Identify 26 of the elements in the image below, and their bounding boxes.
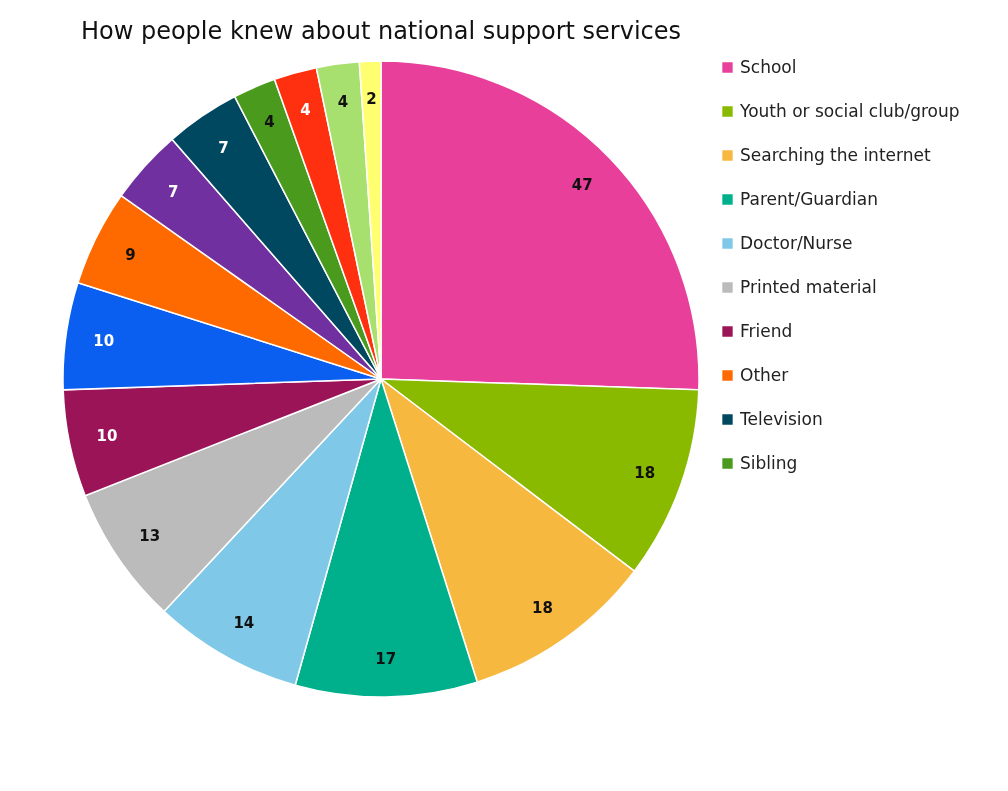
data-label: 18 <box>531 598 553 617</box>
legend-label: School <box>740 56 797 77</box>
data-label: 14 <box>233 613 255 632</box>
legend-label: Sibling <box>740 452 798 473</box>
legend-label: Other <box>740 364 789 385</box>
legend-label: Friend <box>740 320 793 341</box>
data-label: 10 <box>93 331 115 350</box>
data-label: 18 <box>634 463 656 482</box>
legend-label: Searching the internet <box>740 144 931 165</box>
legend-label: Parent/Guardian <box>740 188 878 209</box>
data-label: 2 <box>366 90 377 109</box>
data-label: 4 <box>300 100 311 119</box>
legend-label: Youth or social club/group <box>739 100 960 121</box>
data-label: 9 <box>125 245 136 264</box>
chart-title: How people knew about national support services <box>80 17 682 45</box>
legend-label: Television <box>739 408 823 429</box>
data-label: 10 <box>96 426 118 445</box>
legend-label: Printed material <box>740 276 877 297</box>
data-label: 17 <box>375 649 397 668</box>
data-label: 13 <box>139 527 161 546</box>
data-label: 4 <box>337 92 349 111</box>
data-label: 7 <box>218 138 229 157</box>
legend-label: Doctor/Nurse <box>740 232 853 253</box>
data-label: 7 <box>168 182 179 201</box>
data-label: 47 <box>571 175 593 194</box>
data-label: 4 <box>264 113 275 132</box>
